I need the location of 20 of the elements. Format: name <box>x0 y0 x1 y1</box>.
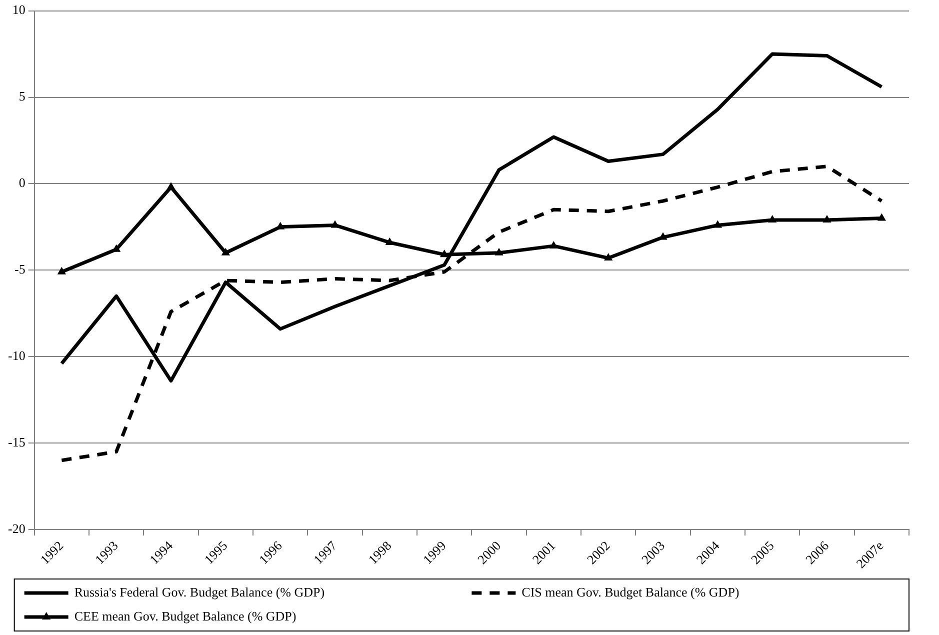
point <box>877 213 886 221</box>
point <box>822 215 832 223</box>
y-tick-label: -5 <box>14 262 26 277</box>
point <box>604 253 613 261</box>
point <box>549 240 558 248</box>
point <box>768 215 777 223</box>
legend-label: Russia's Federal Gov. Budget Balance (% GDP) <box>74 584 325 600</box>
y-tick-label: -20 <box>8 520 26 536</box>
point <box>57 266 66 274</box>
y-tick-label: -10 <box>8 348 26 364</box>
legend-label: CIS mean Gov. Budget Balance (% GDP) <box>522 584 740 600</box>
y-tick-label: 0 <box>18 175 26 190</box>
point <box>166 182 176 190</box>
legend-label: CEE mean Gov. Budget Balance (% GDP) <box>74 608 296 624</box>
point <box>713 220 722 228</box>
y-tick-label: -15 <box>8 434 26 450</box>
point <box>221 248 230 256</box>
y-tick-label: 5 <box>18 88 26 104</box>
point <box>494 248 504 256</box>
y-tick-label: 10 <box>12 2 26 18</box>
